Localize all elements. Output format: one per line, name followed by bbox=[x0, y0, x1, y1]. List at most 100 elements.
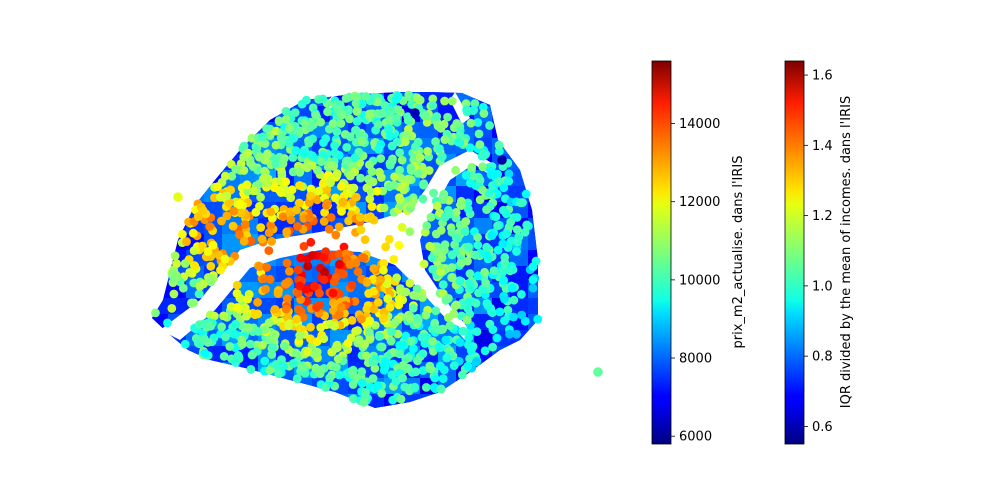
price-point bbox=[288, 153, 298, 162]
price-point bbox=[359, 398, 369, 407]
iris-cell bbox=[186, 138, 204, 154]
price-point bbox=[456, 201, 466, 211]
price-point bbox=[178, 229, 187, 239]
price-point bbox=[393, 105, 403, 114]
iris-cell bbox=[240, 92, 258, 106]
price-point bbox=[347, 316, 357, 325]
price-point bbox=[441, 335, 451, 345]
price-point bbox=[505, 329, 514, 339]
price-point bbox=[280, 154, 289, 163]
price-point bbox=[438, 374, 448, 384]
price-point bbox=[418, 293, 427, 302]
price-point bbox=[473, 271, 483, 281]
price-point bbox=[242, 311, 251, 321]
price-point bbox=[300, 118, 310, 128]
price-point bbox=[495, 307, 505, 317]
price-point bbox=[481, 278, 491, 288]
price-point bbox=[513, 237, 522, 247]
price-point bbox=[304, 138, 314, 148]
price-point bbox=[424, 166, 434, 175]
price-point bbox=[221, 332, 230, 342]
price-point bbox=[462, 315, 472, 325]
price-point bbox=[482, 205, 491, 215]
price-point bbox=[409, 344, 418, 354]
iris-cell bbox=[152, 202, 168, 218]
price-point bbox=[206, 277, 216, 287]
price-point bbox=[377, 342, 387, 352]
price-point bbox=[400, 137, 410, 147]
colorbar-tick-label: 6000 bbox=[679, 430, 712, 445]
iris-cell bbox=[528, 234, 538, 250]
price-point bbox=[507, 283, 517, 293]
price-point bbox=[478, 102, 488, 112]
price-point bbox=[482, 299, 492, 308]
price-point bbox=[479, 109, 489, 118]
price-point bbox=[385, 234, 394, 244]
price-point bbox=[405, 227, 415, 237]
iris-cell bbox=[204, 362, 222, 378]
price-point bbox=[255, 262, 265, 272]
price-point bbox=[295, 181, 304, 190]
price-point bbox=[447, 263, 457, 272]
price-point bbox=[366, 212, 375, 222]
price-point bbox=[361, 351, 371, 361]
price-point bbox=[299, 363, 308, 372]
price-point bbox=[487, 231, 497, 241]
iris-cell bbox=[186, 92, 204, 106]
price-point bbox=[246, 365, 256, 374]
price-point bbox=[391, 376, 401, 386]
price-point bbox=[504, 169, 514, 179]
price-point bbox=[480, 150, 490, 160]
iris-cell bbox=[168, 346, 186, 362]
price-point bbox=[222, 191, 232, 201]
price-point bbox=[178, 283, 188, 293]
price-point bbox=[263, 149, 272, 159]
price-point bbox=[401, 287, 411, 297]
price-point bbox=[331, 344, 341, 353]
price-point bbox=[377, 389, 387, 398]
colorbar-tick-label: 14000 bbox=[679, 117, 720, 132]
price-point bbox=[456, 258, 466, 268]
price-point bbox=[494, 176, 503, 186]
iris-cell bbox=[152, 106, 168, 122]
price-point bbox=[324, 224, 334, 234]
price-point bbox=[337, 207, 346, 216]
price-point bbox=[348, 380, 358, 389]
price-point bbox=[464, 340, 473, 350]
price-point bbox=[350, 153, 360, 163]
price-point bbox=[190, 261, 200, 271]
price-point bbox=[236, 159, 246, 169]
price-point bbox=[306, 237, 316, 247]
price-point bbox=[194, 289, 204, 299]
iris-cell bbox=[240, 378, 258, 394]
price-point bbox=[330, 141, 339, 150]
price-point bbox=[387, 156, 397, 166]
price-point bbox=[293, 222, 302, 231]
price-point bbox=[232, 289, 242, 298]
price-point bbox=[368, 177, 378, 187]
price-point bbox=[465, 269, 475, 278]
price-point bbox=[344, 105, 353, 114]
price-point bbox=[328, 288, 338, 298]
price-point bbox=[289, 359, 298, 368]
price-point bbox=[404, 353, 413, 363]
price-point bbox=[270, 183, 279, 193]
price-point bbox=[498, 239, 508, 249]
price-point bbox=[475, 195, 485, 205]
price-point bbox=[417, 332, 427, 342]
price-point bbox=[264, 318, 274, 328]
price-point bbox=[271, 140, 281, 150]
price-point bbox=[451, 233, 461, 243]
iris-cell bbox=[222, 234, 240, 250]
iris-cell bbox=[168, 106, 186, 122]
price-point bbox=[290, 108, 300, 117]
price-point bbox=[489, 266, 499, 276]
price-point bbox=[189, 246, 199, 256]
price-point bbox=[466, 178, 475, 188]
price-point bbox=[445, 321, 455, 330]
price-point bbox=[299, 242, 309, 251]
price-point bbox=[455, 276, 464, 285]
price-point bbox=[334, 222, 344, 232]
price-point bbox=[395, 165, 404, 175]
price-point bbox=[439, 365, 449, 375]
